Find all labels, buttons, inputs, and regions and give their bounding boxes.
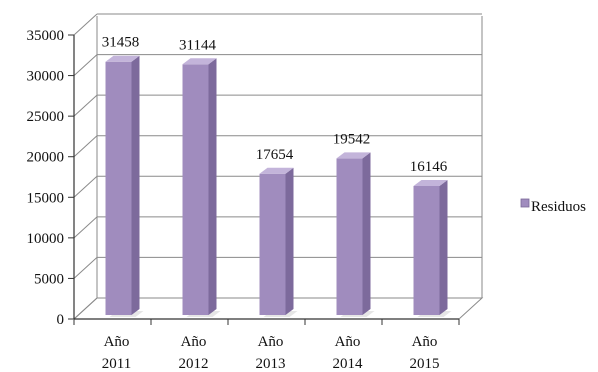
bar-side bbox=[208, 58, 217, 315]
side-wall-line bbox=[73, 13, 98, 36]
bar-front bbox=[105, 61, 132, 315]
y-tick-label: 35000 bbox=[27, 28, 65, 44]
y-tick-label: 15000 bbox=[27, 190, 65, 206]
bar-side bbox=[362, 152, 371, 315]
legend-label: Residuos bbox=[531, 199, 586, 215]
y-tick-label: 30000 bbox=[27, 69, 65, 85]
data-label: 16146 bbox=[410, 159, 448, 175]
category-label: Año 2012 bbox=[179, 334, 209, 372]
bar-side bbox=[131, 55, 140, 316]
side-wall-line bbox=[73, 135, 98, 158]
y-tick-labels: 0 5000 10000 15000 20000 25000 30000 35000 bbox=[27, 28, 65, 328]
side-wall-line bbox=[73, 54, 98, 76]
category-label-line: 2014 bbox=[333, 356, 364, 372]
bar-side bbox=[439, 179, 448, 315]
bar bbox=[413, 179, 452, 317]
category-label: Año 2011 bbox=[102, 334, 131, 372]
category-label-line: Año bbox=[412, 334, 438, 350]
legend-swatch bbox=[520, 198, 530, 208]
category-label-line: Año bbox=[335, 334, 361, 350]
data-label: 31458 bbox=[102, 35, 140, 51]
category-label-line: Año bbox=[104, 334, 130, 350]
bar bbox=[105, 55, 144, 317]
data-label: 31144 bbox=[179, 37, 216, 53]
category-label-line: Año bbox=[181, 334, 207, 350]
bar-top bbox=[105, 55, 140, 62]
category-label-line: 2013 bbox=[256, 356, 286, 372]
bar-top bbox=[182, 58, 217, 65]
bar-front bbox=[182, 64, 209, 315]
side-wall-line bbox=[73, 257, 98, 279]
bar-top bbox=[336, 152, 371, 159]
side-wall-line bbox=[73, 175, 98, 198]
bar-top bbox=[413, 179, 448, 186]
category-label-line: Año bbox=[258, 334, 284, 350]
side-wall-line bbox=[73, 94, 98, 117]
bars bbox=[105, 55, 452, 317]
bar bbox=[259, 167, 298, 317]
category-label-line: 2012 bbox=[179, 356, 209, 372]
bar bbox=[182, 58, 221, 317]
category-label: Año 2013 bbox=[256, 334, 286, 372]
data-label: 17654 bbox=[256, 147, 294, 163]
y-tick-label: 10000 bbox=[27, 231, 65, 247]
bar-top bbox=[259, 167, 294, 174]
y-tick-label: 0 bbox=[57, 312, 65, 328]
data-labels: 31458 31144 17654 19542 16146 bbox=[102, 35, 448, 175]
bar-side bbox=[285, 167, 294, 315]
axes bbox=[68, 16, 484, 325]
side-wall-line bbox=[73, 216, 98, 239]
category-label: Año 2015 bbox=[410, 334, 440, 372]
category-label-line: 2011 bbox=[102, 356, 131, 372]
bar-front bbox=[259, 173, 286, 315]
category-label-line: 2015 bbox=[410, 356, 440, 372]
data-label: 19542 bbox=[333, 131, 371, 147]
y-tick-label: 25000 bbox=[27, 109, 65, 125]
bar-front bbox=[336, 158, 363, 315]
category-labels: Año 2011 Año 2012 Año 2013 Año 2014 Año 2015 bbox=[102, 334, 440, 372]
y-tick-label: 20000 bbox=[27, 150, 65, 166]
category-label: Año 2014 bbox=[333, 334, 364, 372]
legend: Residuos bbox=[520, 198, 586, 215]
bar bbox=[336, 152, 375, 317]
bar-front bbox=[413, 185, 440, 315]
y-tick-label: 5000 bbox=[34, 271, 64, 287]
